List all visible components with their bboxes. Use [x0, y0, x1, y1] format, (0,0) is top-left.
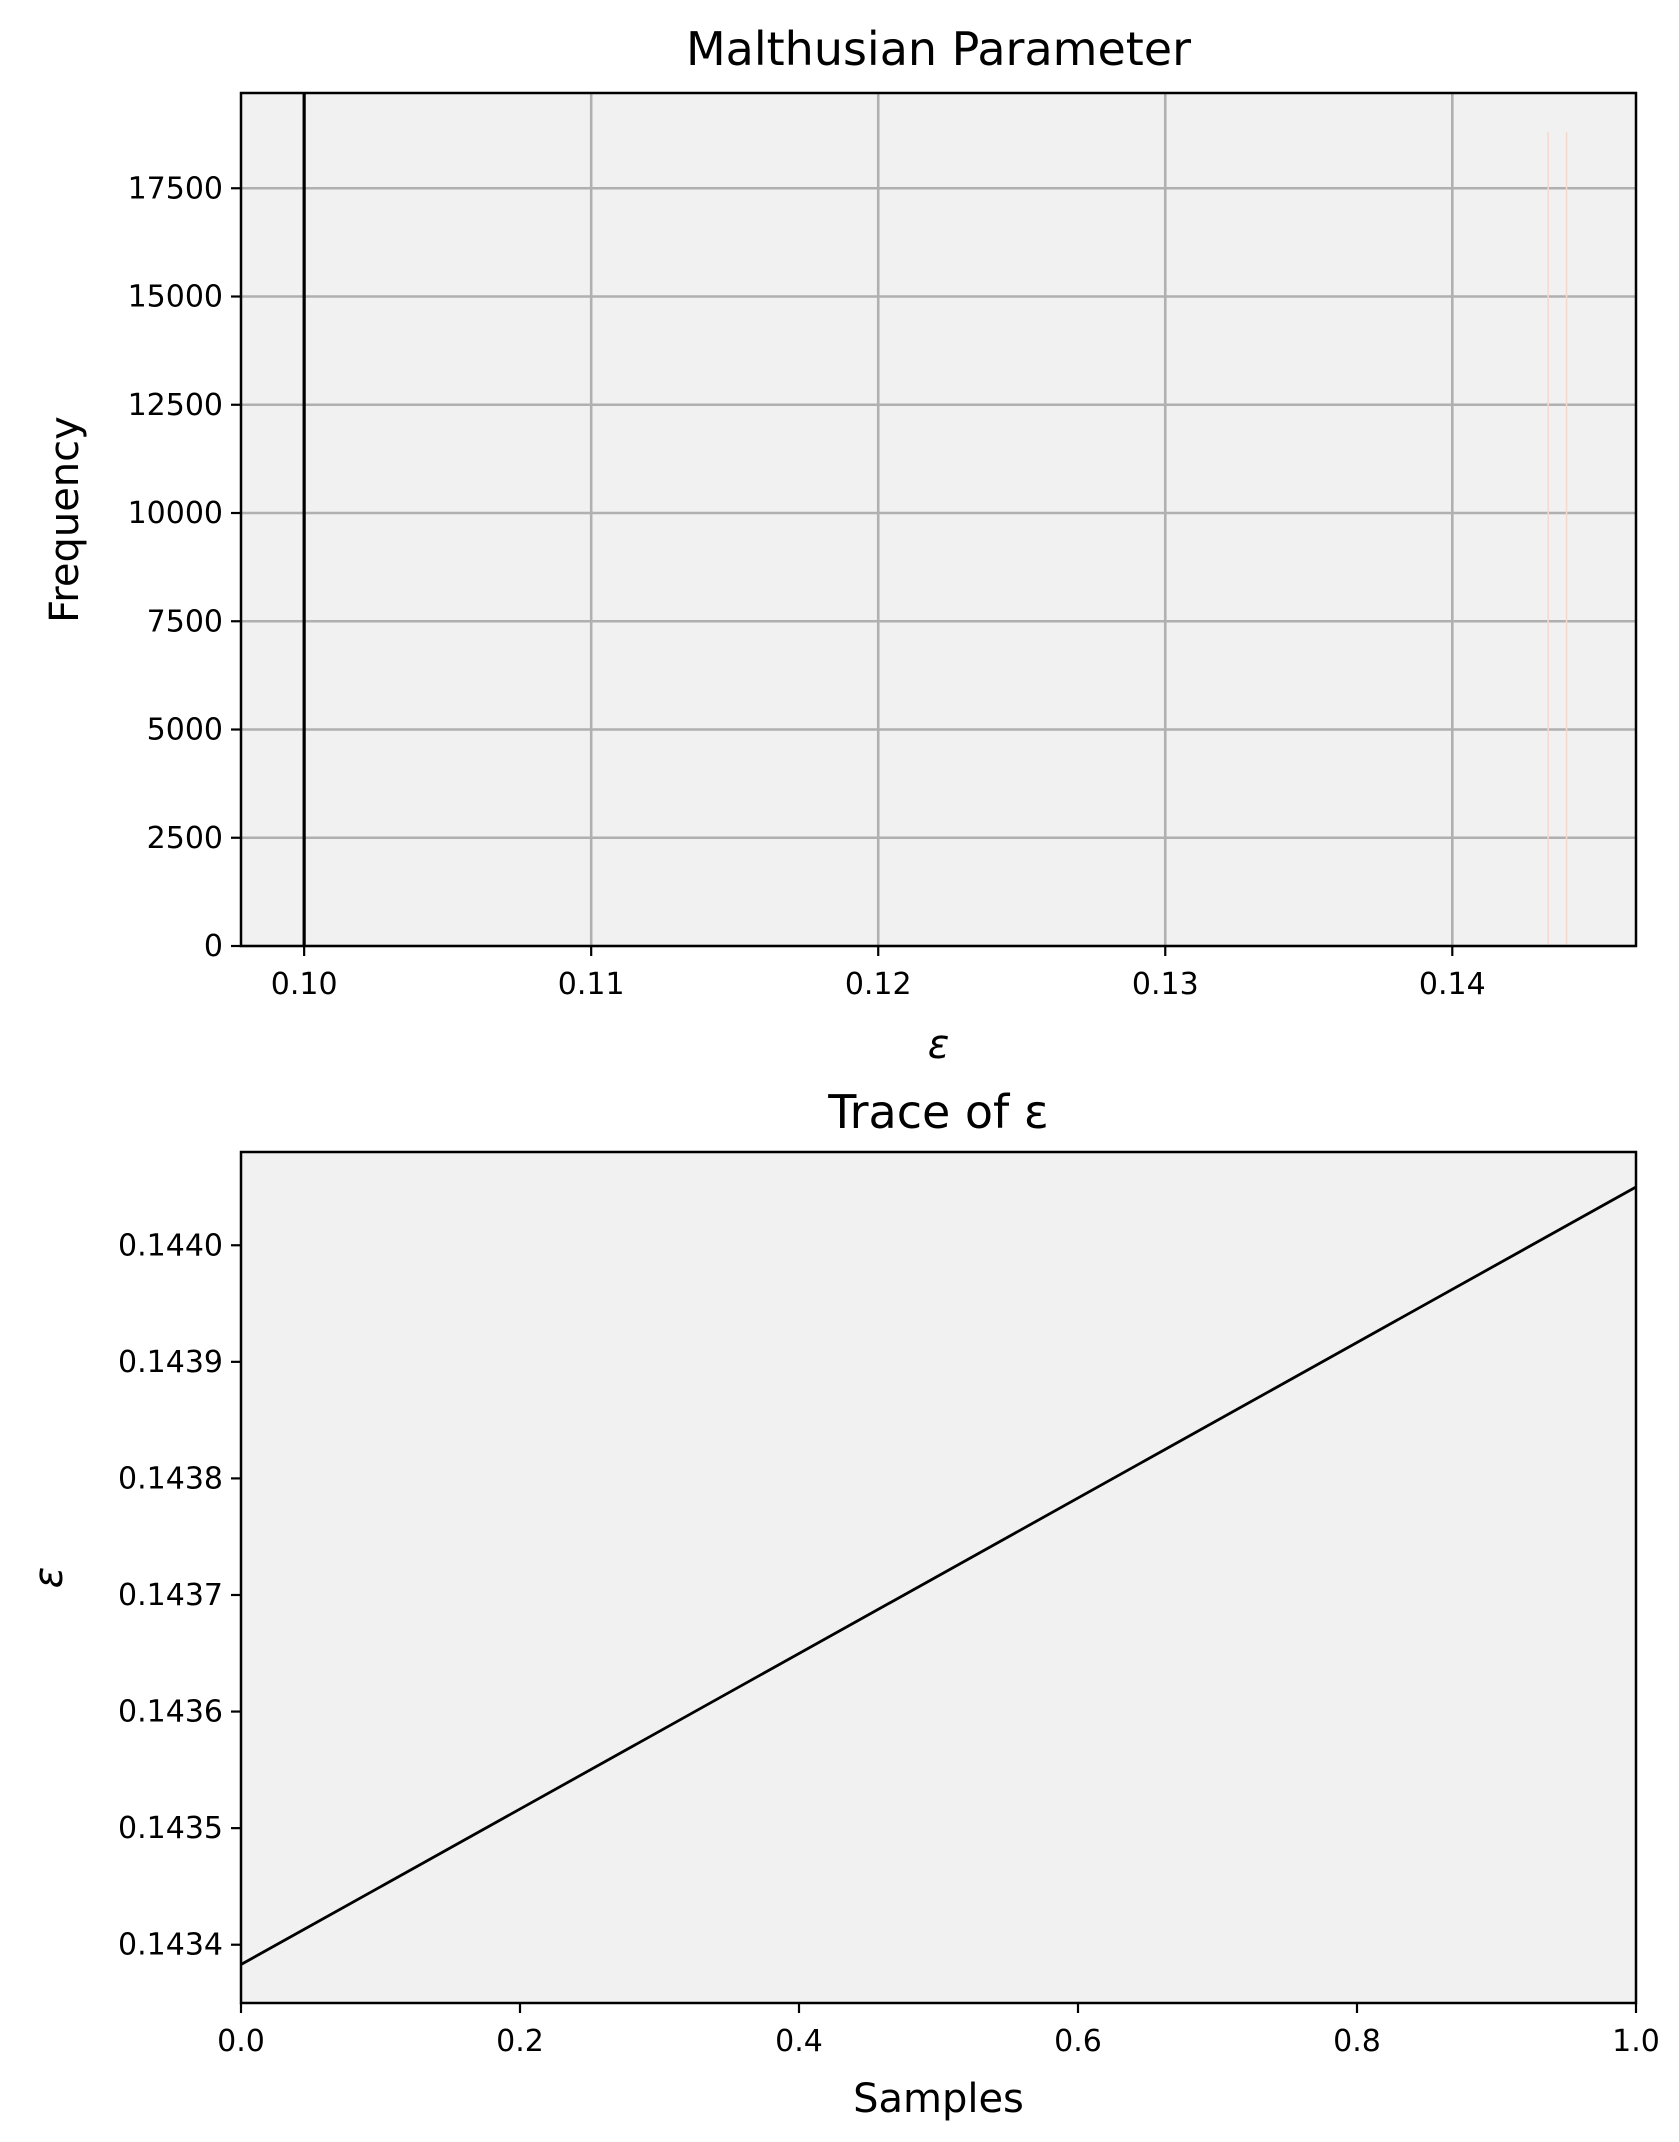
x-tick-label-3: 0.13	[1132, 967, 1199, 1002]
histogram-x-axis-label: ε	[928, 1022, 950, 1068]
histogram-y-ticks: 0 2500 5000 7500 10000 12500 15000 17500	[128, 171, 241, 964]
trace-y-tick-label-2: 0.1436	[118, 1695, 223, 1730]
trace-frame	[239, 1150, 1638, 2005]
trace-y-tick-label-1: 0.1435	[118, 1811, 223, 1846]
trace-x-axis-label: Samples	[853, 2076, 1024, 2122]
y-tick-label-0: 0	[204, 929, 223, 964]
histogram-plot-area	[241, 93, 1636, 946]
trace-x-tick-label-2: 0.4	[775, 2024, 823, 2059]
trace-x-tick-label-0: 0.0	[217, 2024, 265, 2059]
x-tick-label-2: 0.12	[845, 967, 912, 1002]
histogram-bars	[1547, 131, 1568, 946]
trace-x-tick-label-5: 1.0	[1612, 2024, 1660, 2059]
trace-y-tick-label-5: 0.1439	[118, 1345, 223, 1380]
trace-x-tick-label-3: 0.6	[1054, 2024, 1102, 2059]
y-tick-label-4: 10000	[128, 496, 223, 531]
histogram-x-ticks: 0.10 0.11 0.12 0.13 0.14	[271, 946, 1486, 1002]
y-tick-label-5: 12500	[128, 388, 223, 423]
trace-y-axis-label: ε	[26, 1567, 72, 1589]
histogram-panel: 0.10 0.11 0.12 0.13 0.14 0 2500 5000 7500 10000 1…	[42, 22, 1638, 1068]
trace-y-ticks: 0.1434 0.1435 0.1436 0.1437 0.1438 0.1439 0.14…	[118, 1228, 241, 1963]
trace-x-ticks: 0.0 0.2 0.4 0.6 0.8 1.0	[217, 2003, 1660, 2059]
trace-y-tick-label-3: 0.1437	[118, 1578, 223, 1613]
histogram-title: Malthusian Parameter	[686, 22, 1191, 76]
trace-x-tick-label-1: 0.2	[496, 2024, 544, 2059]
trace-title: Trace of ε	[827, 1085, 1048, 1139]
y-tick-label-2: 5000	[147, 713, 223, 748]
trace-y-tick-label-6: 0.1440	[118, 1228, 223, 1263]
y-tick-label-1: 2500	[147, 821, 223, 856]
x-tick-label-4: 0.14	[1419, 967, 1486, 1002]
y-tick-label-6: 15000	[128, 280, 223, 315]
trace-y-tick-label-0: 0.1434	[118, 1928, 223, 1963]
histogram-frame	[239, 91, 1638, 948]
trace-y-tick-label-4: 0.1438	[118, 1461, 223, 1496]
trace-plot-area	[241, 1152, 1636, 2003]
y-tick-label-3: 7500	[147, 604, 223, 639]
x-tick-label-1: 0.11	[558, 967, 625, 1002]
x-tick-label-0: 0.10	[271, 967, 338, 1002]
histogram-y-axis-label: Frequency	[42, 416, 88, 623]
trace-x-tick-label-4: 0.8	[1333, 2024, 1381, 2059]
trace-panel: 0.0 0.2 0.4 0.6 0.8 1.0 0.14340.14350.14360.1…	[26, 1085, 1660, 2122]
trace-line	[240, 1185, 1637, 1966]
y-tick-label-7: 17500	[128, 171, 223, 206]
